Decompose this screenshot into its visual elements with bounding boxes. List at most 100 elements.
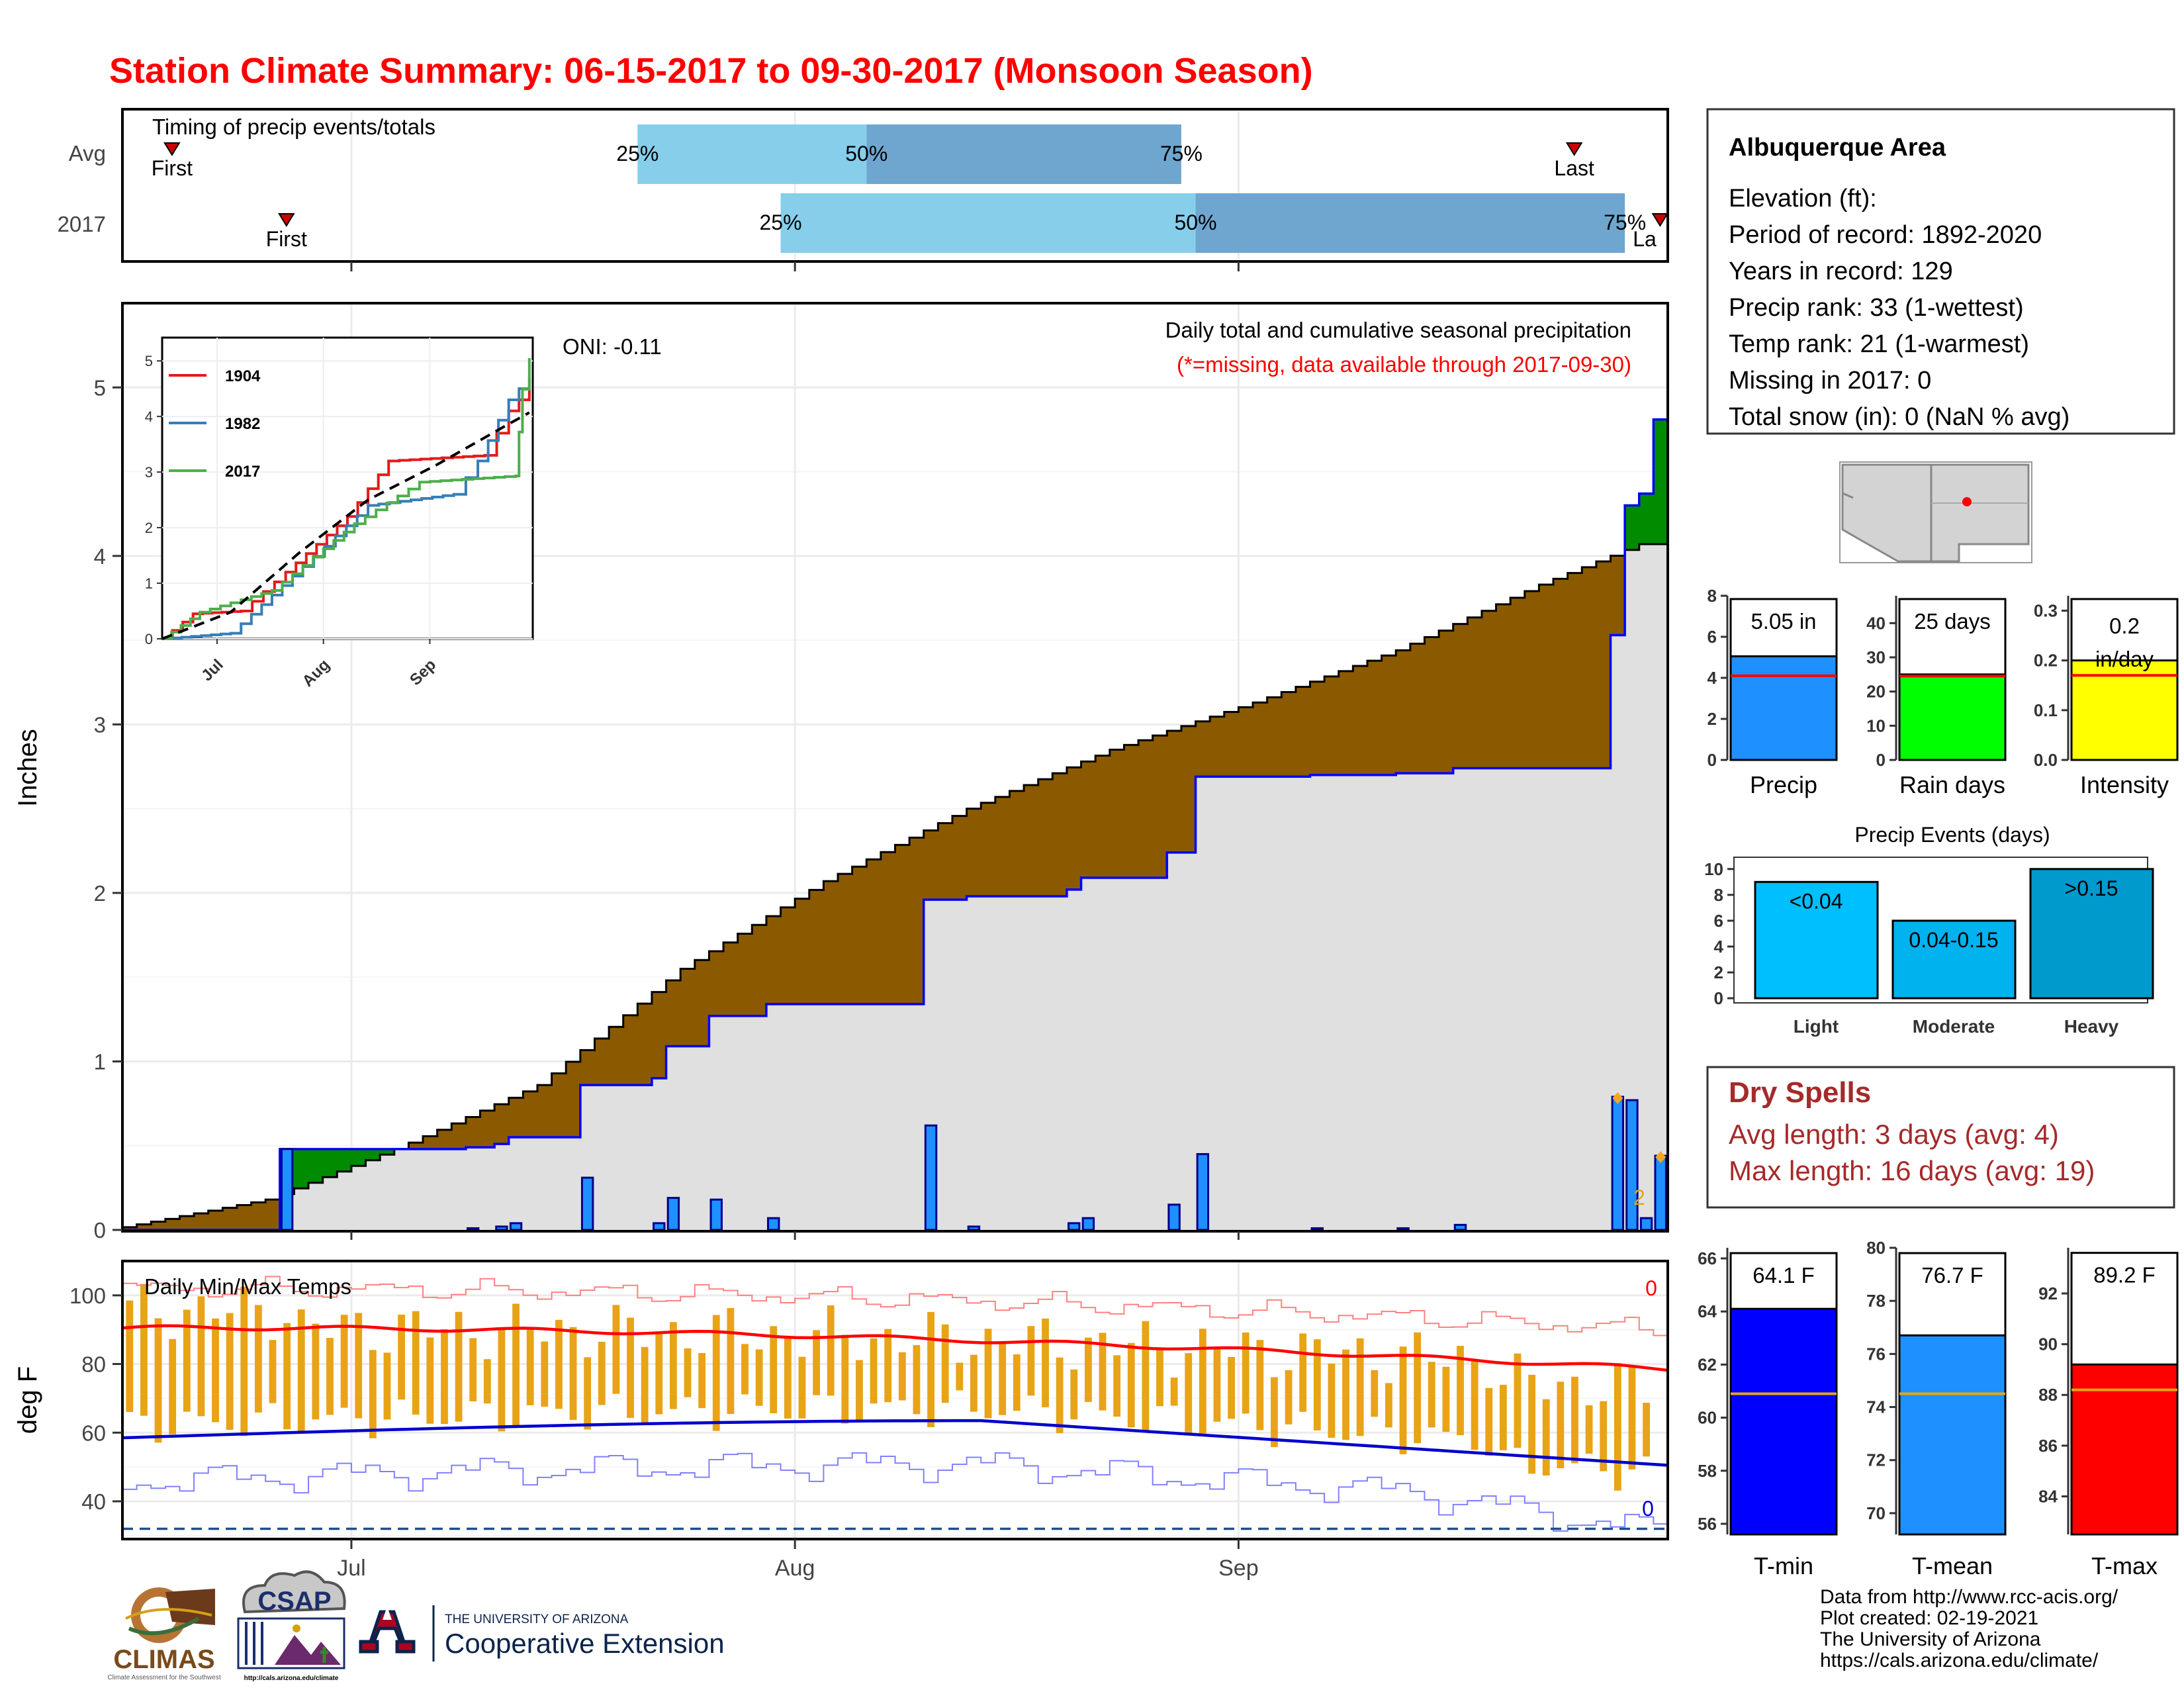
deficit-area: [952, 816, 968, 900]
mini-bar-tick-label: 6: [1707, 627, 1717, 647]
daily-temp-range-bar: [956, 1362, 964, 1391]
inset-y-tick-label: 1: [145, 575, 153, 592]
daily-precip-bar: [1611, 1096, 1625, 1231]
deficit-area: [1453, 624, 1468, 769]
daily-temp-range-bar: [512, 1303, 520, 1426]
csap-logo-url: http://cals.arizona.edu/climate: [244, 1675, 339, 1682]
daily-temp-range-bar: [1042, 1318, 1049, 1407]
daily-temp-range-bar: [1256, 1340, 1264, 1430]
daily-temp-range-bar: [1228, 1356, 1235, 1419]
events-bar-value-label: >0.15: [2065, 876, 2118, 900]
timing-bar-50-75: [866, 124, 1181, 184]
deficit-area: [981, 802, 996, 896]
deficit-area: [938, 823, 953, 900]
daily-temp-range-bar: [1371, 1370, 1379, 1417]
precip-y-tick-label: 5: [94, 375, 106, 400]
precip-events-chart: Precip Events (days) 0 2 4 6 8 10 <0.04 Light 0.…: [1704, 823, 2154, 1037]
credit-line: The University of Arizona: [1820, 1628, 2041, 1650]
deficit-area: [1424, 637, 1439, 774]
daily-temp-range-bar: [226, 1313, 234, 1430]
deficit-area: [1009, 790, 1024, 896]
daily-temp-range-bar: [727, 1307, 735, 1415]
deficit-area: [465, 1117, 481, 1148]
deficit-area: [236, 1205, 252, 1230]
daily-temp-range-bar: [183, 1309, 191, 1412]
deficit-area: [1066, 767, 1082, 890]
deficit-area: [451, 1123, 467, 1149]
surplus-area: [337, 1149, 352, 1172]
inset-legend-label: 1982: [225, 415, 260, 433]
average-max-temp-line: [122, 1324, 1668, 1372]
mini-bar-category-label: Intensity: [2080, 771, 2169, 798]
timing-bar-25-50: [637, 124, 867, 184]
daily-temp-range-bar: [970, 1354, 978, 1412]
daily-temp-range-bar: [584, 1357, 592, 1430]
precip-y-tick-label: 0: [94, 1218, 106, 1243]
deficit-area: [780, 907, 796, 1004]
station-info-line: Precip rank: 33 (1-wettest): [1729, 294, 2024, 322]
temp-bar-tick-label: 60: [1698, 1408, 1717, 1428]
mini-bar-tick-label: 30: [1866, 647, 1886, 667]
mini-bar-value-label: in/day: [2095, 647, 2154, 671]
daily-precip-bar: [967, 1225, 981, 1231]
daily-temp-range-bar: [1600, 1401, 1608, 1472]
daily-temp-range-bar: [169, 1338, 177, 1434]
temp-bar-tick-label: 76: [1866, 1344, 1886, 1364]
temp-bar-category-label: T-mean: [1912, 1552, 1993, 1579]
daily-precip-bar: [1310, 1227, 1324, 1231]
deficit-area: [1095, 755, 1111, 878]
precip-y-tick-label: 4: [94, 544, 106, 569]
deficit-area: [895, 845, 910, 1004]
daily-temp-range-bar: [483, 1359, 491, 1404]
tmax-record-count: 0: [1645, 1276, 1657, 1300]
daily-precip-bar: [1639, 1217, 1653, 1231]
record-marker: [1612, 1092, 1623, 1104]
daily-temp-range-bar: [1170, 1378, 1178, 1406]
daily-temp-range-bar: [1084, 1337, 1092, 1402]
deficit-area: [1167, 731, 1182, 853]
daily-temp-range-bar: [541, 1341, 549, 1407]
record-max-line: [122, 1276, 1668, 1336]
mini-bar-tick-label: 0.0: [2034, 750, 2058, 770]
temp-bar-tick-label: 74: [1866, 1397, 1886, 1417]
timing-first-marker: [163, 142, 181, 156]
daily-temp-range-bar: [283, 1323, 291, 1430]
timing-last-label: La: [1633, 227, 1657, 251]
timing-panel-label: Timing of precip events/totals: [152, 115, 435, 139]
deficit-area: [1224, 712, 1239, 777]
inset-y-tick-label: 0: [145, 631, 153, 647]
daily-temp-range-bar: [455, 1311, 463, 1422]
daily-precip-bar: [466, 1227, 480, 1231]
daily-temp-range-bar: [1299, 1333, 1307, 1412]
temp-bar-category-label: T-min: [1754, 1552, 1813, 1579]
deficit-area: [637, 1004, 653, 1086]
daily-temp-range-bar: [913, 1345, 921, 1415]
deficit-area: [1310, 681, 1325, 775]
timing-p50-label: 50%: [845, 142, 887, 165]
deficit-area: [795, 898, 810, 1004]
deficit-area: [566, 1061, 581, 1137]
deficit-area: [1253, 702, 1268, 777]
deficit-area: [909, 837, 925, 1004]
events-tick-label: 8: [1714, 885, 1723, 905]
daily-temp-range-bar: [655, 1334, 663, 1415]
temp-bar-value-label: 64.1 F: [1752, 1263, 1815, 1288]
deficit-area: [423, 1136, 438, 1149]
daily-temp-range-bar: [1399, 1346, 1407, 1454]
mini-bar-tick-label: 0.1: [2034, 700, 2058, 720]
deficit-area: [694, 960, 710, 1047]
deficit-area: [251, 1202, 266, 1230]
deficit-area: [709, 951, 724, 1016]
deficit-area: [1267, 697, 1282, 777]
deficit-area: [194, 1213, 209, 1230]
temps-x-tick-label: Jul: [337, 1556, 365, 1581]
daily-temp-range-bar: [612, 1305, 620, 1394]
daily-temp-range-bar: [741, 1344, 749, 1395]
daily-precip-bar: [924, 1124, 938, 1231]
mini-bar-tick-label: 8: [1707, 586, 1717, 606]
deficit-area: [594, 1038, 610, 1086]
temps-y-tick-label: 80: [81, 1352, 106, 1377]
daily-temp-range-bar: [1070, 1369, 1078, 1420]
daily-temp-range-bar: [126, 1300, 134, 1413]
deficit-area: [809, 890, 824, 1004]
